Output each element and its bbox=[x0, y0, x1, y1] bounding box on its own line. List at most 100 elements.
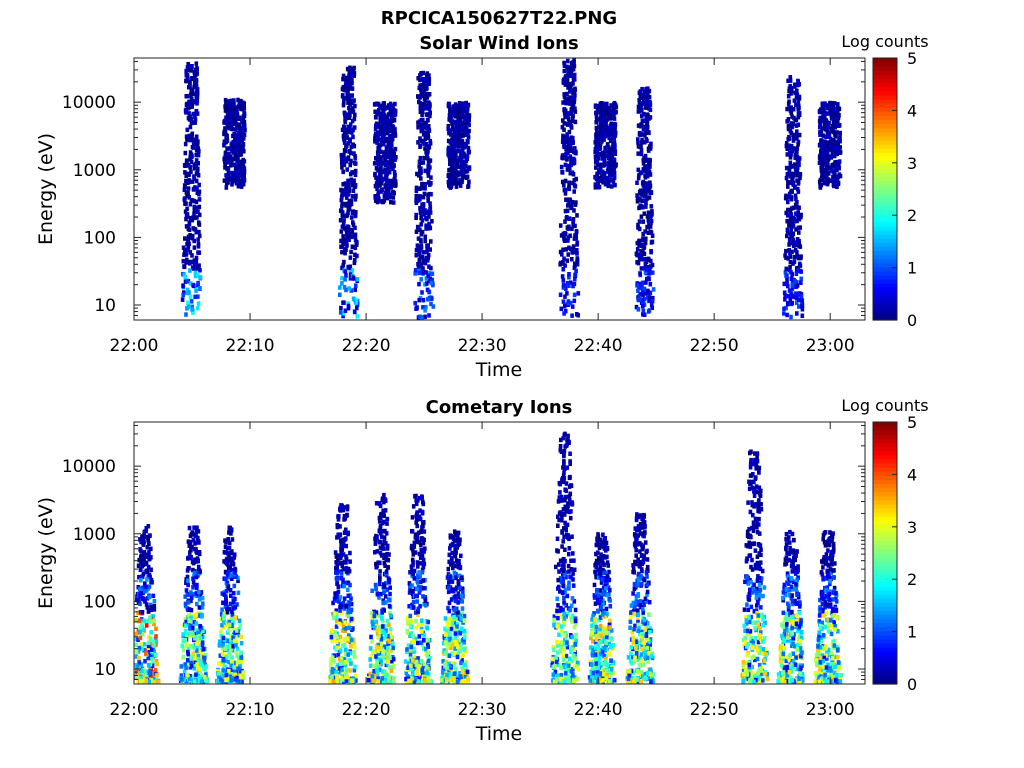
spectrogram-cell bbox=[835, 120, 839, 125]
spectrogram-cell bbox=[238, 169, 243, 175]
spectrogram-cell bbox=[424, 270, 428, 275]
spectrogram-cell bbox=[184, 190, 189, 195]
spectrogram-cell bbox=[181, 258, 186, 264]
spectrogram-cell bbox=[224, 598, 228, 604]
spectrogram-cell bbox=[791, 138, 796, 143]
spectrogram-cell bbox=[607, 175, 612, 181]
spectrogram-cell bbox=[226, 551, 230, 556]
spectrogram-cell bbox=[389, 199, 393, 205]
spectrogram-cell bbox=[187, 172, 191, 178]
spectrogram-cell bbox=[384, 177, 389, 183]
spectrogram-cell bbox=[599, 120, 603, 125]
spectrogram-cell bbox=[190, 88, 195, 93]
spectrogram-cell bbox=[648, 224, 653, 229]
spectrogram-cell bbox=[339, 576, 344, 581]
spectrogram-cell bbox=[332, 637, 336, 642]
spectrogram-cell bbox=[649, 190, 653, 195]
spectrogram-cell bbox=[375, 140, 379, 145]
spectrogram-cell bbox=[393, 157, 397, 162]
spectrogram-cell bbox=[424, 106, 428, 111]
spectrogram-cell bbox=[344, 569, 349, 574]
spectrogram-cell bbox=[825, 165, 830, 171]
spectrogram-cell bbox=[350, 627, 354, 632]
spectrogram-cell bbox=[138, 618, 142, 623]
spectrogram-cell bbox=[637, 90, 642, 96]
spectrogram-cell bbox=[189, 590, 193, 595]
spectrogram-cell bbox=[376, 153, 380, 158]
spectrogram-cell bbox=[594, 147, 599, 152]
spectrogram-cell bbox=[335, 679, 340, 684]
spectrogram-cell bbox=[383, 174, 388, 180]
spectrogram-cell bbox=[645, 214, 650, 219]
spectrogram-cell bbox=[340, 643, 345, 649]
spectrogram-cell bbox=[148, 636, 153, 641]
spectrogram-cell bbox=[182, 264, 187, 270]
spectrogram-cell bbox=[227, 627, 231, 633]
spectrogram-cell bbox=[380, 161, 384, 166]
spectrogram-cell bbox=[341, 234, 345, 239]
spectrogram-cell bbox=[423, 314, 427, 320]
colorbar-swatch bbox=[873, 62, 897, 67]
spectrogram-cell bbox=[226, 151, 231, 157]
spectrogram-cell bbox=[793, 240, 798, 245]
spectrogram-cell bbox=[797, 156, 802, 161]
spectrogram-cell bbox=[183, 209, 188, 214]
spectrogram-cell bbox=[612, 175, 617, 180]
spectrogram-cell bbox=[786, 199, 790, 205]
spectrogram-cell bbox=[786, 78, 790, 83]
spectrogram-cell bbox=[226, 574, 231, 580]
spectrogram-cell bbox=[822, 122, 827, 127]
spectrogram-cell bbox=[344, 672, 348, 677]
spectrogram-cell bbox=[350, 178, 354, 184]
spectrogram-cell bbox=[390, 181, 395, 187]
spectrogram-cell bbox=[191, 592, 196, 597]
spectrogram-cell bbox=[647, 219, 652, 224]
spectrogram-cell bbox=[150, 656, 154, 662]
spectrogram-cell bbox=[239, 184, 244, 189]
spectrogram-cell bbox=[418, 155, 423, 161]
spectrogram-cell bbox=[789, 180, 793, 185]
spectrogram-cell bbox=[195, 215, 199, 220]
spectrogram-cell bbox=[236, 104, 240, 109]
spectrogram-cell bbox=[427, 81, 431, 86]
spectrogram-cell bbox=[457, 105, 461, 111]
spectrogram-cell bbox=[200, 605, 205, 610]
spectrogram-cell bbox=[236, 151, 241, 156]
spectrogram-cell bbox=[375, 180, 379, 186]
spectrogram-cell bbox=[790, 249, 794, 255]
spectrogram-cell bbox=[238, 126, 242, 132]
spectrogram-cell bbox=[558, 249, 563, 255]
spectrogram-cell bbox=[420, 315, 425, 320]
colorbar-swatch bbox=[873, 295, 897, 301]
colorbar-swatch bbox=[873, 250, 897, 256]
spectrogram-cell bbox=[788, 145, 792, 151]
spectrogram-cell bbox=[232, 552, 237, 557]
spectrogram-cell bbox=[225, 580, 230, 586]
spectrogram-cell bbox=[352, 297, 357, 302]
spectrogram-cell bbox=[187, 676, 192, 682]
spectrogram-cell bbox=[564, 151, 568, 157]
spectrogram-cell bbox=[790, 240, 795, 246]
spectrogram-cell bbox=[790, 272, 794, 277]
spectrogram-cell bbox=[237, 618, 242, 623]
spectrogram-cell bbox=[190, 631, 195, 636]
spectrogram-cell bbox=[193, 656, 197, 661]
spectrogram-cell bbox=[603, 133, 608, 139]
spectrogram-cell bbox=[597, 104, 602, 109]
spectrogram-cell bbox=[818, 183, 822, 189]
spectrogram-cell bbox=[787, 223, 791, 228]
spectrogram-cell bbox=[392, 130, 397, 136]
spectrogram-cell bbox=[786, 207, 790, 213]
colorbar-swatch bbox=[873, 283, 897, 288]
spectrogram-cell bbox=[455, 148, 460, 154]
spectrogram-cell bbox=[612, 170, 617, 176]
spectrogram-cell bbox=[456, 160, 460, 166]
spectrogram-cell bbox=[342, 285, 347, 290]
spectrogram-cell bbox=[597, 175, 602, 181]
spectrogram-cell bbox=[786, 184, 790, 189]
spectrogram-cell bbox=[796, 139, 801, 145]
spectrogram-cell bbox=[643, 240, 648, 246]
spectrogram-cell bbox=[338, 595, 343, 600]
spectrogram-cell bbox=[184, 588, 189, 593]
spectrogram-cell bbox=[190, 217, 195, 223]
